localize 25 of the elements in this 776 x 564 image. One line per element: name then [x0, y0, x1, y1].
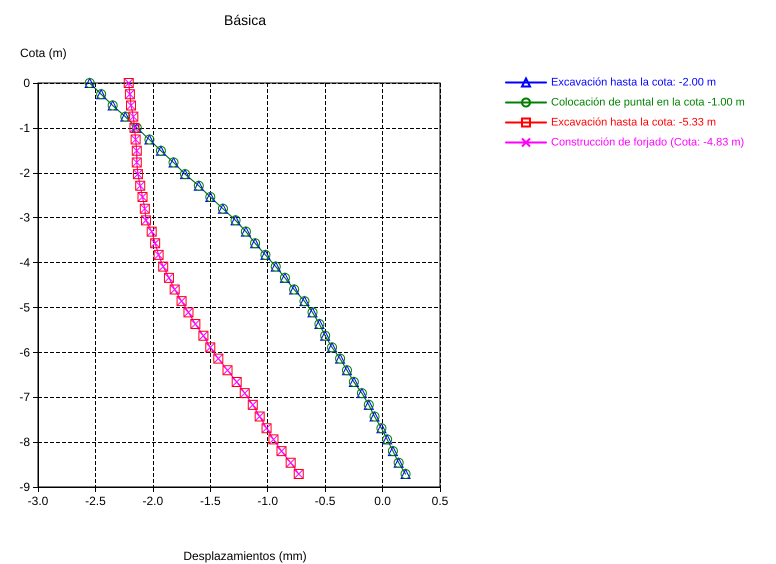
- legend-label: Colocación de puntal en la cota -1.00 m: [551, 96, 745, 108]
- y-tick-label: -7: [19, 390, 30, 404]
- x-tick-label: -1.5: [200, 494, 221, 508]
- legend-label: Excavación hasta la cota: -2.00 m: [551, 76, 716, 88]
- x-tick-label: -2.5: [85, 494, 106, 508]
- chart-title: Básica: [224, 12, 266, 28]
- y-tick-label: -1: [19, 120, 30, 135]
- legend-label: Construcción de forjado (Cota: -4.83 m): [551, 136, 744, 148]
- y-axis-title: Cota (m): [20, 46, 67, 60]
- y-tick-label: -3: [19, 210, 30, 225]
- x-tick-label: -0.5: [314, 494, 336, 508]
- x-tick-label: -2.0: [142, 494, 164, 508]
- y-tick-label: 0: [23, 76, 30, 90]
- legend-label: Excavación hasta la cota: -5.33 m: [551, 116, 716, 128]
- x-tick-label: -3.0: [28, 494, 49, 508]
- x-tick-label: -1.0: [257, 494, 278, 508]
- x-axis-title: Desplazamientos (mm): [183, 549, 307, 563]
- x-tick-label: 0.0: [374, 494, 392, 508]
- x-tick-label: 0.5: [432, 494, 449, 508]
- y-tick-label: -5: [19, 300, 30, 314]
- y-tick-label: -4: [19, 256, 30, 270]
- y-tick-label: -8: [19, 435, 30, 450]
- y-tick-label: -9: [19, 480, 30, 494]
- y-tick-label: -6: [19, 345, 30, 360]
- y-tick-label: -2: [19, 166, 30, 180]
